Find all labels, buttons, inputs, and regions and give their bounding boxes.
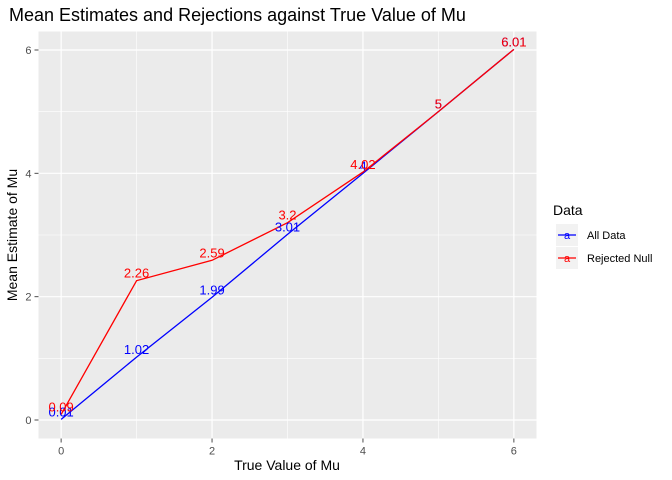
data-label-rejected-null: 5 [435,97,442,112]
data-label-all-data: 4 [359,158,366,173]
x-tick-label: 4 [360,446,366,458]
data-label-all-data: 5 [435,97,442,112]
x-tick-label: 6 [511,446,517,458]
legend-key-glyph-all-data: a [564,230,571,242]
data-label-all-data: 6.01 [501,34,526,49]
x-axis-ticks: 0 2 4 6 [58,438,517,458]
y-tick-label: 4 [25,168,31,180]
legend-key-glyph-rejected-null: a [564,253,571,265]
legend-label-rejected-null: Rejected Null [587,253,652,265]
legend-label-all-data: All Data [587,230,626,242]
data-label-rejected-null: 2.59 [199,245,224,260]
data-label-rejected-null: 6.01 [501,34,526,49]
series-lines [60,48,515,420]
data-label-all-data: 0.01 [48,404,73,419]
data-label-rejected-null: 2.26 [124,266,149,281]
chart-title: Mean Estimates and Rejections against Tr… [9,5,466,25]
legend-title: Data [553,202,583,218]
series-line-rejected-null [60,48,515,415]
data-label-all-data: 1.02 [124,342,149,357]
legend: Data a All Data a Rejected Null [553,202,652,269]
y-tick-label: 6 [25,45,31,57]
x-tick-label: 0 [58,446,64,458]
grid-major [38,31,537,439]
x-axis-title: True Value of Mu [234,457,340,473]
x-tick-label: 2 [209,446,215,458]
data-label-rejected-null: 0.09 [48,399,73,414]
y-tick-label: 0 [25,415,31,427]
y-axis-ticks: 0 2 4 6 [25,45,39,427]
y-tick-label: 2 [25,292,31,304]
data-label-rejected-null: 4.02 [350,157,375,172]
y-axis-title: Mean Estimate of Mu [4,169,20,301]
data-label-all-data: 3.01 [275,219,300,234]
data-label-rejected-null: 3.2 [278,208,296,223]
data-label-all-data: 1.99 [199,282,224,297]
data-labels: 0.01 1.02 1.99 3.01 4 5 6.01 0.09 2.26 2.59 3.2 4.0… [48,34,526,419]
